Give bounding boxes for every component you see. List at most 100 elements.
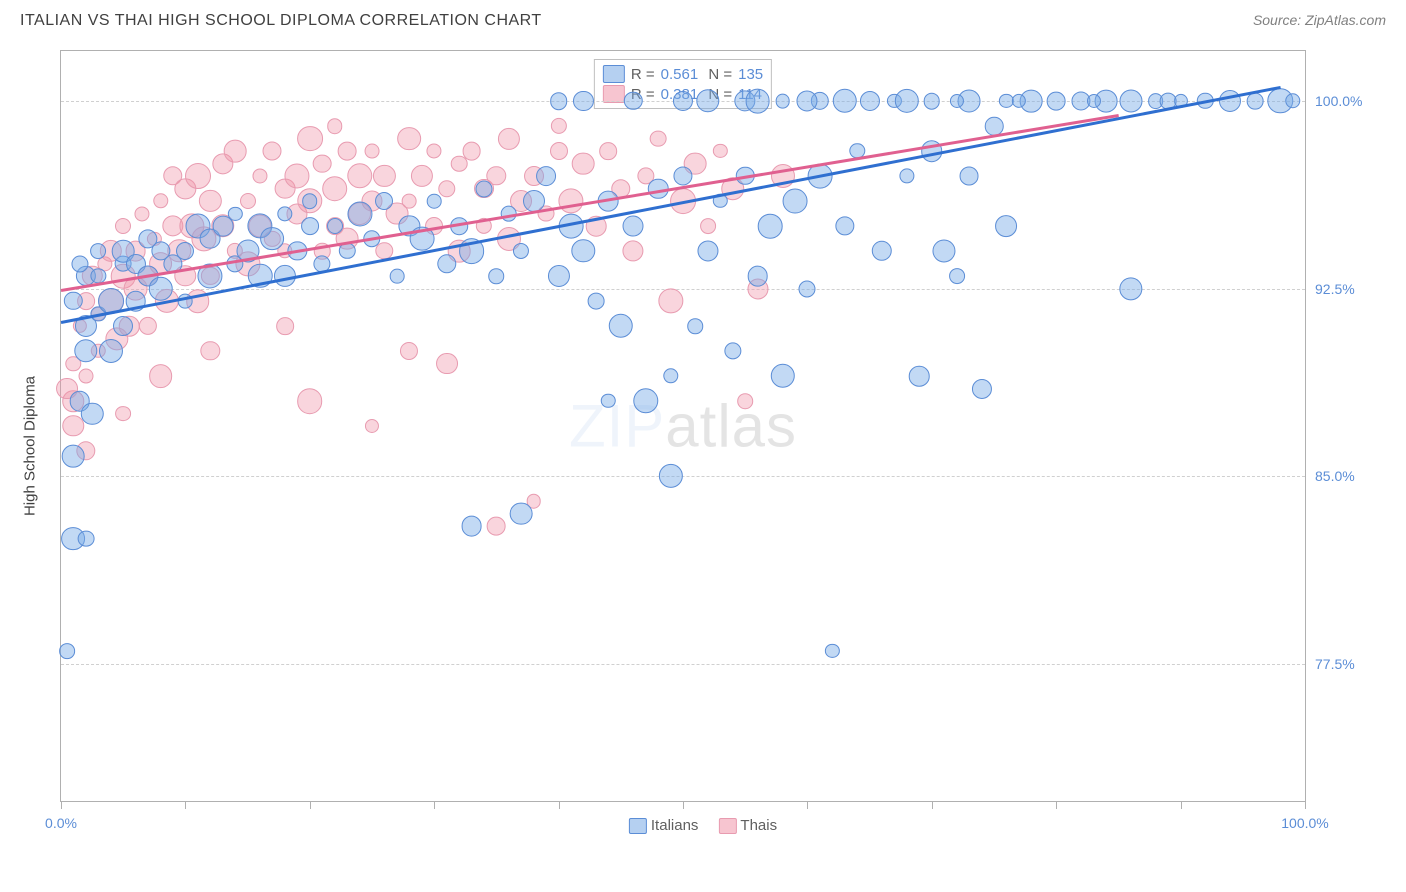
- scatter-point: [697, 240, 718, 261]
- scatter-point: [411, 165, 433, 187]
- scatter-point: [134, 206, 149, 221]
- scatter-point: [149, 364, 173, 388]
- legend-swatch: [718, 818, 736, 834]
- scatter-point: [224, 140, 247, 163]
- scatter-point: [797, 90, 818, 111]
- scatter-point: [139, 317, 157, 335]
- scatter-point: [737, 393, 753, 409]
- chart-source: Source: ZipAtlas.com: [1253, 12, 1386, 30]
- scatter-point: [78, 369, 93, 384]
- chart-title: ITALIAN VS THAI HIGH SCHOOL DIPLOMA CORR…: [20, 12, 542, 30]
- scatter-point: [301, 217, 319, 235]
- scatter-point: [745, 89, 770, 114]
- scatter-point: [872, 241, 892, 261]
- scatter-point: [313, 154, 332, 173]
- scatter-point: [375, 192, 393, 210]
- scatter-point: [550, 92, 568, 110]
- scatter-point: [339, 243, 355, 259]
- scatter-point: [201, 341, 220, 360]
- scatter-point: [77, 530, 94, 547]
- scatter-point: [799, 280, 816, 297]
- scatter-point: [650, 130, 667, 147]
- scatter-point: [1086, 94, 1100, 108]
- scatter-point: [62, 445, 85, 468]
- xtick-label: 0.0%: [45, 815, 77, 831]
- scatter-point: [688, 318, 704, 334]
- scatter-point: [573, 91, 593, 111]
- scatter-point: [1247, 93, 1264, 110]
- scatter-point: [240, 193, 256, 209]
- scatter-point: [724, 342, 741, 359]
- scatter-point: [588, 293, 605, 310]
- legend-stats-row-italians: R =0.561 N =135: [603, 64, 763, 84]
- xtick: [61, 801, 62, 809]
- scatter-point: [775, 94, 790, 109]
- gridline-h: [61, 664, 1305, 665]
- scatter-point: [949, 268, 965, 284]
- plot-area: ZIPatlas R =0.561 N =135 R =0.381 N =114…: [60, 50, 1306, 802]
- scatter-point: [402, 194, 417, 209]
- scatter-point: [437, 254, 456, 273]
- ytick-label: 77.5%: [1315, 656, 1375, 672]
- scatter-point: [81, 402, 103, 424]
- scatter-point: [923, 93, 940, 110]
- scatter-point: [365, 419, 379, 433]
- xtick: [1056, 801, 1057, 809]
- scatter-point: [327, 118, 343, 134]
- scatter-point: [115, 218, 131, 234]
- legend-item: Thais: [718, 817, 777, 834]
- scatter-point: [489, 268, 505, 284]
- scatter-point: [115, 406, 131, 422]
- scatter-point: [536, 166, 556, 186]
- scatter-point: [338, 142, 357, 161]
- xtick: [1181, 801, 1182, 809]
- scatter-point: [397, 127, 421, 151]
- scatter-point: [713, 144, 727, 158]
- scatter-point: [673, 166, 692, 185]
- scatter-point: [498, 127, 520, 149]
- scatter-point: [696, 89, 719, 112]
- scatter-point: [572, 239, 595, 262]
- scatter-point: [658, 288, 683, 313]
- scatter-point: [996, 215, 1018, 237]
- scatter-point: [461, 516, 482, 537]
- scatter-point: [633, 388, 658, 413]
- chart-header: ITALIAN VS THAI HIGH SCHOOL DIPLOMA CORR…: [0, 0, 1406, 38]
- scatter-point: [90, 243, 106, 259]
- xtick-label: 100.0%: [1281, 815, 1328, 831]
- scatter-point: [462, 142, 481, 161]
- scatter-point: [400, 342, 418, 360]
- scatter-point: [228, 206, 242, 220]
- scatter-point: [933, 239, 956, 262]
- chart-container: High School Diploma ZIPatlas R =0.561 N …: [20, 50, 1386, 842]
- scatter-point: [747, 266, 768, 287]
- scatter-point: [297, 388, 323, 414]
- scatter-point: [322, 176, 348, 202]
- scatter-point: [365, 144, 380, 159]
- scatter-point: [1119, 89, 1142, 112]
- scatter-point: [436, 353, 458, 375]
- ytick-label: 100.0%: [1315, 93, 1375, 109]
- scatter-point: [623, 240, 644, 261]
- scatter-point: [832, 89, 856, 113]
- scatter-point: [71, 255, 88, 272]
- scatter-point: [600, 142, 618, 160]
- scatter-point: [475, 180, 492, 197]
- gridline-h: [61, 476, 1305, 477]
- scatter-point: [1047, 92, 1066, 111]
- scatter-point: [572, 152, 595, 175]
- scatter-point: [758, 214, 783, 239]
- scatter-point: [113, 316, 133, 336]
- scatter-point: [185, 163, 211, 189]
- scatter-point: [63, 415, 84, 436]
- scatter-point: [261, 227, 285, 251]
- xtick: [932, 801, 933, 809]
- scatter-point: [347, 163, 372, 188]
- scatter-point: [199, 190, 221, 212]
- scatter-point: [327, 218, 343, 234]
- scatter-point: [513, 243, 529, 259]
- xtick: [434, 801, 435, 809]
- scatter-point: [487, 517, 506, 536]
- scatter-point: [825, 644, 839, 658]
- scatter-point: [253, 168, 268, 183]
